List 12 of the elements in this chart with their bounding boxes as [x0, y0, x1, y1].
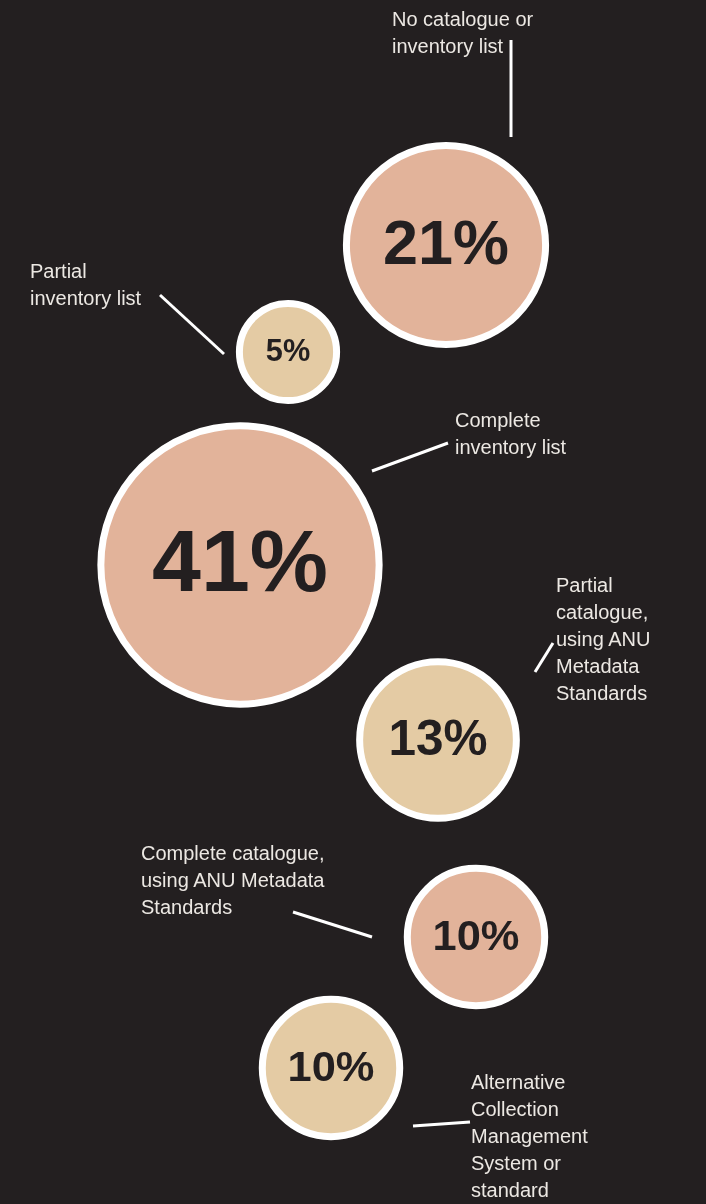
data-label: 41%: [152, 511, 328, 610]
data-label: 21%: [383, 207, 509, 277]
data-label: 10%: [287, 1042, 375, 1090]
category-label: Partial inventory list: [30, 260, 142, 309]
category-label: Complete catalogue, using ANU Metadata Standards: [141, 842, 326, 918]
category-label: Partial catalogue, using ANU Metadata Standards: [556, 574, 651, 704]
category-label: Alternative Collection Management System or standard: [471, 1071, 589, 1201]
data-label: 5%: [265, 333, 311, 368]
data-label: 10%: [432, 911, 520, 959]
category-label: Complete inventory list: [455, 409, 567, 458]
category-label: No catalogue or inventory list: [392, 8, 534, 57]
data-label: 13%: [388, 710, 488, 765]
